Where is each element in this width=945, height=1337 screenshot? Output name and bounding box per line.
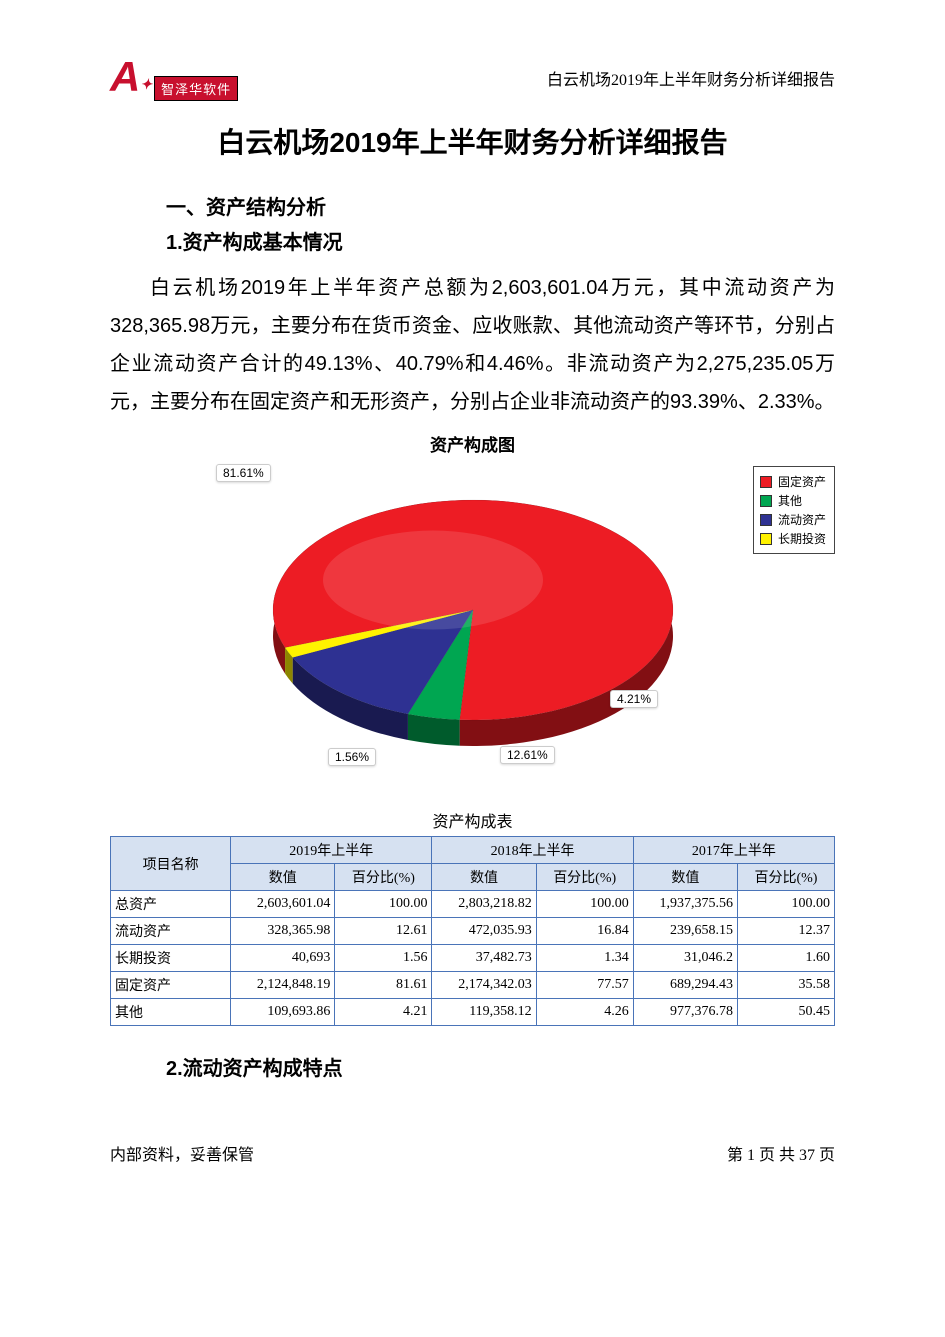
table-row: 总资产2,603,601.04100.002,803,218.82100.001… bbox=[111, 891, 835, 918]
document-title: 白云机场2019年上半年财务分析详细报告 bbox=[110, 121, 835, 161]
table-subhead: 百分比(%) bbox=[737, 864, 834, 891]
table-subhead: 数值 bbox=[231, 864, 335, 891]
table-cell: 100.00 bbox=[536, 891, 633, 918]
legend-item: 流动资产 bbox=[760, 511, 826, 528]
table-cell: 239,658.15 bbox=[633, 918, 737, 945]
table-cell-name: 固定资产 bbox=[111, 972, 231, 999]
table-subhead: 数值 bbox=[432, 864, 536, 891]
legend-label: 其他 bbox=[778, 492, 802, 509]
table-cell: 1,937,375.56 bbox=[633, 891, 737, 918]
table-head-project: 项目名称 bbox=[111, 837, 231, 891]
table-cell: 16.84 bbox=[536, 918, 633, 945]
legend-swatch-icon bbox=[760, 476, 772, 488]
intro-paragraph: 白云机场2019年上半年资产总额为2,603,601.04万元，其中流动资产为3… bbox=[110, 269, 835, 421]
subsection-heading-2: 2.流动资产构成特点 bbox=[166, 1052, 835, 1081]
table-cell: 12.61 bbox=[335, 918, 432, 945]
table-cell: 2,124,848.19 bbox=[231, 972, 335, 999]
table-subhead: 百分比(%) bbox=[335, 864, 432, 891]
table-cell: 2,603,601.04 bbox=[231, 891, 335, 918]
table-cell: 2,803,218.82 bbox=[432, 891, 536, 918]
asset-table: 项目名称 2019年上半年 2018年上半年 2017年上半年 数值 百分比(%… bbox=[110, 836, 835, 1026]
legend-label: 固定资产 bbox=[778, 473, 826, 490]
pie-chart-svg bbox=[213, 460, 733, 770]
table-cell: 119,358.12 bbox=[432, 999, 536, 1026]
legend-swatch-icon bbox=[760, 495, 772, 507]
table-head-year: 2019年上半年 bbox=[231, 837, 432, 864]
table-cell: 100.00 bbox=[737, 891, 834, 918]
table-cell: 689,294.43 bbox=[633, 972, 737, 999]
table-cell: 4.26 bbox=[536, 999, 633, 1026]
table-cell: 1.60 bbox=[737, 945, 834, 972]
chart-callout-long: 1.56% bbox=[328, 748, 376, 766]
subsection-heading-1: 1.资产构成基本情况 bbox=[166, 226, 835, 255]
table-cell-name: 长期投资 bbox=[111, 945, 231, 972]
legend-label: 流动资产 bbox=[778, 511, 826, 528]
section-heading-1: 一、资产结构分析 bbox=[166, 191, 835, 220]
legend-label: 长期投资 bbox=[778, 530, 826, 547]
header-right-text: 白云机场2019年上半年财务分析详细报告 bbox=[547, 66, 835, 90]
chart-callout-other: 4.21% bbox=[610, 690, 658, 708]
table-cell: 328,365.98 bbox=[231, 918, 335, 945]
table-row: 长期投资40,6931.5637,482.731.3431,046.21.60 bbox=[111, 945, 835, 972]
table-row: 其他109,693.864.21119,358.124.26977,376.78… bbox=[111, 999, 835, 1026]
table-row: 流动资产328,365.9812.61472,035.9316.84239,65… bbox=[111, 918, 835, 945]
table-cell: 1.56 bbox=[335, 945, 432, 972]
chart-callout-liquid: 12.61% bbox=[500, 746, 555, 764]
table-header-row-1: 项目名称 2019年上半年 2018年上半年 2017年上半年 bbox=[111, 837, 835, 864]
legend-item: 固定资产 bbox=[760, 473, 826, 490]
legend-swatch-icon bbox=[760, 533, 772, 545]
logo-star-icon: ✦ bbox=[140, 76, 152, 92]
table-cell: 1.34 bbox=[536, 945, 633, 972]
chart-legend: 固定资产 其他 流动资产 长期投资 bbox=[753, 466, 835, 554]
table-head-year: 2018年上半年 bbox=[432, 837, 633, 864]
logo-letter: A✦ bbox=[110, 60, 152, 94]
table-cell: 12.37 bbox=[737, 918, 834, 945]
pie-chart: 固定资产 其他 流动资产 长期投资 81.61% 4.21% 12.61% 1.… bbox=[110, 460, 835, 780]
page-header: A✦ 智泽华软件 白云机场2019年上半年财务分析详细报告 bbox=[110, 60, 835, 101]
legend-swatch-icon bbox=[760, 514, 772, 526]
table-cell: 35.58 bbox=[737, 972, 834, 999]
table-cell: 977,376.78 bbox=[633, 999, 737, 1026]
table-cell: 50.45 bbox=[737, 999, 834, 1026]
chart-title: 资产构成图 bbox=[110, 431, 835, 456]
logo-brand-text: 智泽华软件 bbox=[154, 76, 238, 101]
table-cell: 2,174,342.03 bbox=[432, 972, 536, 999]
table-cell: 100.00 bbox=[335, 891, 432, 918]
table-cell: 472,035.93 bbox=[432, 918, 536, 945]
table-cell: 81.61 bbox=[335, 972, 432, 999]
table-cell-name: 总资产 bbox=[111, 891, 231, 918]
table-head-year: 2017年上半年 bbox=[633, 837, 834, 864]
legend-item: 长期投资 bbox=[760, 530, 826, 547]
logo: A✦ 智泽华软件 bbox=[110, 60, 238, 101]
table-cell: 4.21 bbox=[335, 999, 432, 1026]
chart-callout-fixed: 81.61% bbox=[216, 464, 271, 482]
table-subhead: 数值 bbox=[633, 864, 737, 891]
legend-item: 其他 bbox=[760, 492, 826, 509]
table-cell-name: 流动资产 bbox=[111, 918, 231, 945]
page-footer: 内部资料，妥善保管 第 1 页 共 37 页 bbox=[110, 1141, 835, 1165]
table-cell: 77.57 bbox=[536, 972, 633, 999]
table-subhead: 百分比(%) bbox=[536, 864, 633, 891]
table-cell: 109,693.86 bbox=[231, 999, 335, 1026]
footer-right: 第 1 页 共 37 页 bbox=[727, 1141, 835, 1165]
table-cell-name: 其他 bbox=[111, 999, 231, 1026]
table-caption: 资产构成表 bbox=[110, 808, 835, 832]
footer-left: 内部资料，妥善保管 bbox=[110, 1141, 254, 1165]
table-cell: 37,482.73 bbox=[432, 945, 536, 972]
table-cell: 40,693 bbox=[231, 945, 335, 972]
table-cell: 31,046.2 bbox=[633, 945, 737, 972]
table-row: 固定资产2,124,848.1981.612,174,342.0377.5768… bbox=[111, 972, 835, 999]
